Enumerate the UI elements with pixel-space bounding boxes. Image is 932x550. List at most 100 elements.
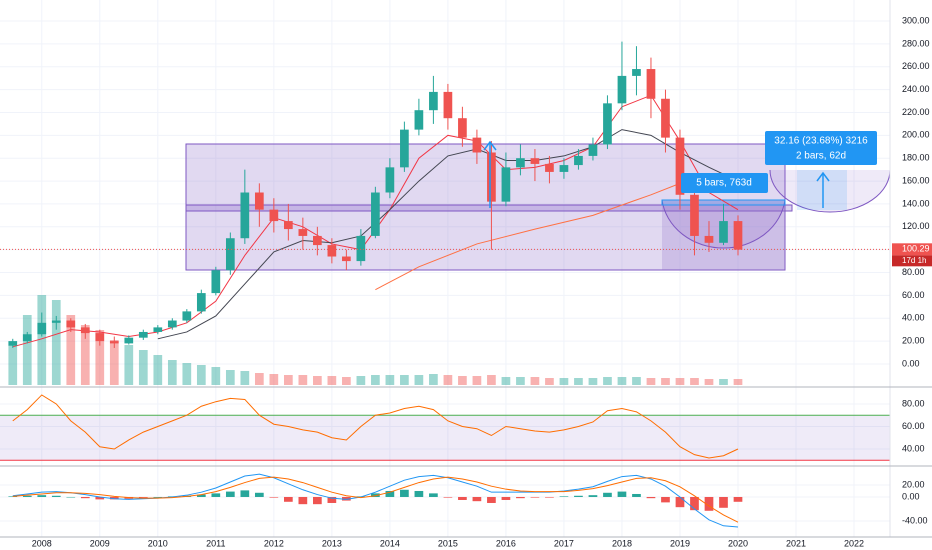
candle-body xyxy=(313,235,322,246)
candle-body xyxy=(501,167,511,202)
volume-bar xyxy=(690,378,699,385)
volume-bar xyxy=(182,363,192,385)
measure-label-box xyxy=(765,131,877,165)
range-band xyxy=(185,204,793,212)
macd-histogram-bar xyxy=(51,495,61,497)
macd-histogram-bar xyxy=(472,496,482,502)
volume-bar xyxy=(733,379,743,385)
candle-body xyxy=(733,221,743,250)
candle-body xyxy=(574,155,583,166)
candle-body xyxy=(646,69,656,99)
macd-histogram-bar xyxy=(109,496,119,500)
volume-bar xyxy=(675,378,685,385)
x-tick-label: 2017 xyxy=(554,538,574,548)
x-tick-label: 2008 xyxy=(32,538,52,548)
volume-bar xyxy=(443,375,453,385)
candle-body xyxy=(487,152,496,202)
x-tick-label: 2015 xyxy=(438,538,458,548)
candle-body xyxy=(559,165,569,172)
volume-bar xyxy=(414,375,424,385)
macd-histogram-bar xyxy=(400,489,409,497)
y-tick-label: 40.00 xyxy=(902,443,925,453)
arrow-head xyxy=(816,171,830,182)
macd-histogram-bar xyxy=(254,492,264,497)
macd-histogram-bar xyxy=(516,496,525,499)
candle-body xyxy=(182,311,192,321)
x-tick-label: 2012 xyxy=(264,538,284,548)
candle-body xyxy=(400,129,409,168)
x-tick-label: 2014 xyxy=(380,538,400,548)
candle-body xyxy=(371,192,380,236)
candle-body xyxy=(661,98,670,138)
volume-bar xyxy=(342,377,351,385)
macd-histogram-bar xyxy=(80,496,90,499)
candle-body xyxy=(704,235,714,243)
volume-bar xyxy=(8,345,18,385)
price-tag xyxy=(892,243,932,256)
candle-body xyxy=(545,163,554,172)
candle-body xyxy=(80,327,90,334)
candle-body xyxy=(254,192,264,210)
measure-label: 5 bars, 763d xyxy=(696,178,752,189)
volume-bar xyxy=(545,378,554,385)
candle-body xyxy=(269,209,279,222)
volume-bar xyxy=(51,300,61,385)
macd-histogram-bar xyxy=(719,496,728,508)
marks xyxy=(0,41,890,528)
macd-histogram-bar xyxy=(646,496,656,499)
macd-line xyxy=(12,473,739,528)
measure-range xyxy=(797,170,847,210)
candle-body xyxy=(22,334,32,342)
candle-body xyxy=(95,333,105,342)
candle-body xyxy=(632,69,641,76)
volume-bar xyxy=(516,377,525,385)
macd-histogram-bar xyxy=(66,496,76,498)
candle-body xyxy=(342,256,351,262)
y-tick-label: 160.00 xyxy=(902,175,930,185)
macd-histogram-bar xyxy=(8,496,18,497)
volume-bar xyxy=(138,350,148,385)
volume-bar xyxy=(385,375,395,385)
y-tick-label: 0.00 xyxy=(902,358,920,368)
volume-bar xyxy=(574,378,583,385)
volume-bar xyxy=(588,378,598,385)
y-tick-label: 80.00 xyxy=(902,267,925,277)
measure-label-box xyxy=(681,173,768,193)
macd-histogram-bar xyxy=(269,496,279,498)
y-tick-label: 200.00 xyxy=(902,130,930,140)
macd-histogram-bar xyxy=(371,493,380,497)
x-tick-label: 2010 xyxy=(148,538,168,548)
candle-body xyxy=(51,320,61,323)
macd-histogram-bar xyxy=(196,494,206,497)
macd-histogram-bar xyxy=(632,493,641,497)
candle-body xyxy=(196,293,206,312)
macd-histogram-bar xyxy=(342,496,351,501)
countdown-tag xyxy=(892,255,932,267)
volume-bar xyxy=(559,378,569,385)
volume-bar xyxy=(37,295,47,385)
y-tick-label: 140.00 xyxy=(902,198,930,208)
volume-bar xyxy=(269,374,279,385)
candle-body xyxy=(356,235,366,262)
candle-body xyxy=(109,341,119,344)
candle-body xyxy=(603,103,612,145)
volume-bar xyxy=(632,377,641,385)
rsi-line xyxy=(12,394,739,459)
macd-histogram-bar xyxy=(588,495,598,497)
y-tick-label: 300.00 xyxy=(902,15,930,25)
candle-body xyxy=(588,144,598,156)
macd-histogram-bar xyxy=(574,495,583,497)
volume-bar xyxy=(211,367,221,385)
candle-body xyxy=(138,331,148,338)
volume-bar xyxy=(66,315,76,385)
macd-histogram-bar xyxy=(138,496,148,498)
macd-histogram-bar xyxy=(240,490,250,497)
arc xyxy=(769,169,891,213)
candle-body xyxy=(414,110,424,130)
volume-bar xyxy=(400,375,409,385)
grid xyxy=(0,0,890,537)
macd-histogram-bar xyxy=(443,496,453,498)
macd-histogram-bar xyxy=(559,496,569,497)
macd-histogram-bar xyxy=(704,496,714,511)
